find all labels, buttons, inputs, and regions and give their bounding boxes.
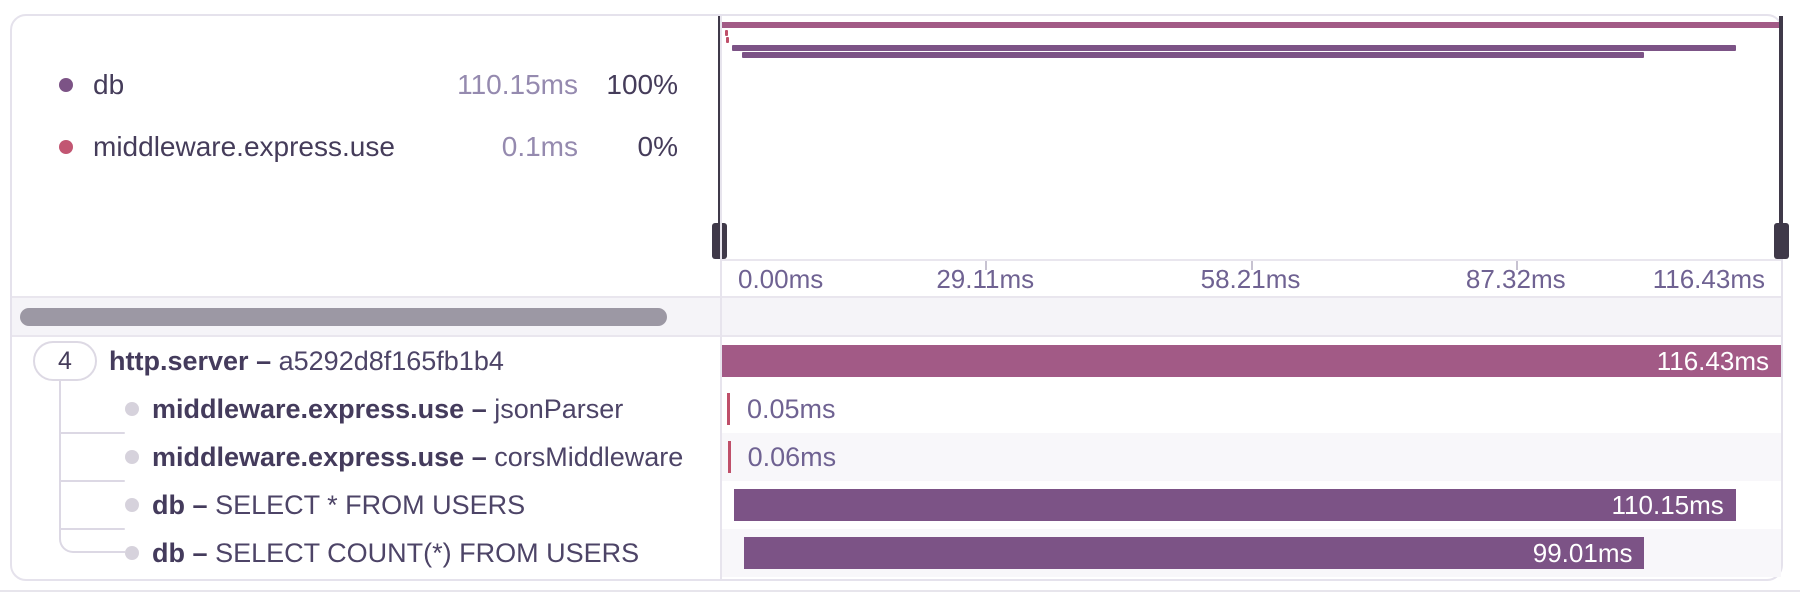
span-title: middleware.express.use – jsonParser — [152, 394, 624, 424]
legend-item-name: middleware.express.use — [93, 131, 395, 162]
axis-label: 87.32ms — [1465, 264, 1566, 294]
tree-branch-line — [59, 480, 125, 482]
horizontal-scrollbar-thumb[interactable] — [20, 308, 667, 326]
minimap-right-drag-handle[interactable] — [1774, 16, 1789, 259]
legend-item-name: db — [93, 69, 125, 100]
tree-trunk-line — [59, 381, 125, 553]
trace-minimap[interactable] — [712, 16, 1789, 259]
span-duration-label: 99.01ms — [1532, 538, 1633, 568]
span-duration-label: 0.05ms — [747, 394, 836, 424]
legend-item-duration: 110.15ms — [457, 69, 578, 100]
legend-item-percent: 100% — [606, 69, 678, 100]
legend-item-middleware: middleware.express.use 0.1ms 0% — [12, 116, 678, 178]
tree-node-dot-icon — [125, 402, 139, 416]
tree-node-dot-icon — [125, 498, 139, 512]
minimap-span-bar — [720, 22, 1781, 28]
minimap-span-bar — [725, 29, 728, 36]
span-title: db – SELECT COUNT(*) FROM USERS — [152, 538, 640, 568]
span-title: db – SELECT * FROM USERS — [152, 490, 526, 520]
span-legend: db 110.15ms 100% middleware.express.use … — [12, 54, 678, 178]
panel-divider — [720, 16, 722, 579]
waterfall-row[interactable]: 99.01ms — [722, 529, 1781, 577]
trace-view-card: db 110.15ms 100% middleware.express.use … — [10, 14, 1789, 581]
children-count-badge[interactable]: 4 — [33, 341, 97, 381]
minimap-left-grip-icon[interactable] — [712, 223, 727, 259]
span-duration-bar[interactable] — [733, 489, 1736, 521]
span-row-db-count[interactable]: db – SELECT COUNT(*) FROM USERS — [12, 529, 720, 577]
axis-label: 116.43ms — [1652, 264, 1765, 294]
db-legend-dot-icon — [59, 78, 73, 92]
span-row-http-server[interactable]: 4 http.server – a5292d8f165fb1b4 — [12, 337, 720, 385]
span-duration-bar[interactable] — [727, 441, 731, 473]
waterfall-row[interactable]: 110.15ms — [722, 481, 1781, 529]
axis-label: 29.11ms — [936, 264, 1035, 294]
span-duration-bar[interactable] — [743, 537, 1645, 569]
waterfall-row[interactable]: 116.43ms — [722, 337, 1781, 385]
span-title: http.server – a5292d8f165fb1b4 — [109, 346, 504, 376]
span-duration-label: 110.15ms — [1611, 490, 1724, 520]
waterfall-row[interactable]: 0.06ms — [722, 433, 1781, 481]
axis-label: 0.00ms — [738, 264, 824, 294]
span-duration-label: 116.43ms — [1656, 346, 1769, 376]
minimap-span-bar — [731, 44, 1736, 51]
legend-item-duration: 0.1ms — [501, 131, 578, 162]
span-duration-bar[interactable] — [722, 345, 1781, 377]
time-axis: 0.00ms 29.11ms 58.21ms 87.32ms 116.43ms — [720, 259, 1781, 298]
span-row-corsmiddleware[interactable]: middleware.express.use – corsMiddleware — [12, 433, 720, 481]
legend-item-db: db 110.15ms 100% — [12, 54, 678, 116]
span-row-jsonparser[interactable]: middleware.express.use – jsonParser — [12, 385, 720, 433]
minimap-right-grip-icon[interactable] — [1774, 223, 1789, 259]
span-duration-label: 0.06ms — [747, 442, 837, 472]
axis-tick — [1515, 261, 1518, 270]
tree-branch-line — [59, 432, 125, 434]
minimap-span-bar — [741, 52, 1645, 58]
span-duration-bar[interactable] — [727, 393, 730, 425]
horizontal-scrollbar-track[interactable] — [12, 296, 1781, 337]
span-title: middleware.express.use – corsMiddleware — [152, 442, 684, 472]
axis-tick — [1250, 261, 1253, 270]
span-row-db-select[interactable]: db – SELECT * FROM USERS — [12, 481, 720, 529]
minimap-span-bar — [725, 37, 729, 43]
span-tree: 4 http.server – a5292d8f165fb1b4 middlew… — [12, 337, 720, 577]
tree-branch-line — [59, 528, 125, 530]
middleware-legend-dot-icon — [59, 140, 73, 154]
axis-label: 58.21ms — [1200, 264, 1301, 294]
axis-tick — [985, 261, 988, 270]
waterfall-row[interactable]: 0.05ms — [722, 385, 1781, 433]
waterfall: 116.43ms 0.05ms 0.06ms 110.15ms 99.01ms — [722, 337, 1781, 577]
tree-node-dot-icon — [125, 450, 139, 464]
tree-node-dot-icon — [125, 546, 139, 560]
page-bottom-divider — [0, 590, 1800, 592]
legend-item-percent: 0% — [637, 131, 678, 162]
